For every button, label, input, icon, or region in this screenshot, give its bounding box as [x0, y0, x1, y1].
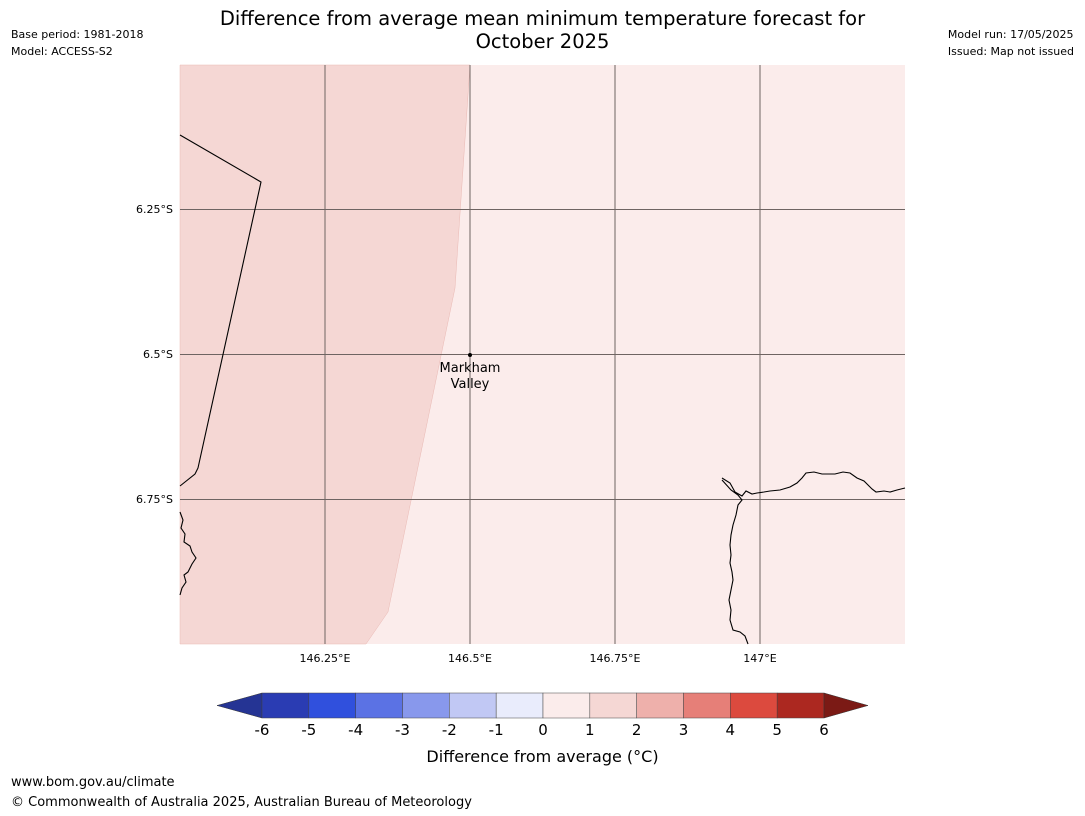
- colorbar-tick-label: -5: [301, 721, 316, 739]
- footer-url: www.bom.gov.au/climate: [11, 775, 175, 790]
- colorbar-swatch: [261, 692, 310, 719]
- coastline-west: [179, 511, 197, 596]
- graticule: [180, 65, 905, 644]
- colorbar-extend-high: [823, 692, 869, 719]
- colorbar-tick-label: -4: [348, 721, 363, 739]
- boundary-lines: [179, 134, 906, 645]
- map-title: Difference from average mean minimum tem…: [180, 7, 905, 53]
- meta-right: Model run: 17/05/2025 Issued: Map not is…: [948, 26, 1074, 60]
- base-period: Base period: 1981-2018: [11, 28, 144, 41]
- model-name: Model: ACCESS-S2: [11, 45, 113, 58]
- colorbar-tick-label: 0: [538, 721, 548, 739]
- place-label-line-1: Markham: [440, 361, 501, 376]
- colorbar-swatch: [495, 692, 544, 719]
- colorbar-tick-label: -6: [255, 721, 270, 739]
- river-line: [721, 479, 749, 645]
- colorbar-tick-label: 1: [585, 721, 595, 739]
- lon-tick-label: 147°E: [743, 652, 776, 665]
- footer-copyright: © Commonwealth of Australia 2025, Austra…: [11, 795, 472, 810]
- lat-tick-label: 6.75°S: [136, 493, 173, 506]
- colorbar-swatch: [776, 692, 825, 719]
- colorbar-tick-label: 2: [632, 721, 642, 739]
- colorbar-tick-label: 6: [819, 721, 829, 739]
- border-line: [179, 134, 262, 487]
- lon-tick-label: 146.5°E: [448, 652, 492, 665]
- title-line-1: Difference from average mean minimum tem…: [219, 7, 866, 30]
- colorbar-tick-label: 3: [679, 721, 689, 739]
- colorbar-swatch: [355, 692, 403, 719]
- colorbar-extend-low: [216, 692, 263, 719]
- place-label-line-2: Valley: [451, 377, 490, 392]
- colorbar-swatch: [636, 692, 684, 719]
- lat-tick-label: 6.5°S: [143, 348, 173, 361]
- colorbar-swatch: [730, 692, 778, 719]
- colorbar: -6 -5 -4 -3 -2 -1 0 1 2 3 4 5 6: [216, 692, 869, 739]
- colorbar-swatch: [308, 692, 356, 719]
- markham-valley-marker: [468, 353, 472, 357]
- lon-tick-label: 146.75°E: [590, 652, 641, 665]
- colorbar-swatch: [683, 692, 731, 719]
- issued-status: Issued: Map not issued: [947, 45, 1074, 58]
- colorbar-tick-label: 5: [772, 721, 782, 739]
- meta-left: Base period: 1981-2018 Model: ACCESS-S2: [11, 26, 143, 60]
- lat-tick-label: 6.25°S: [136, 203, 173, 216]
- model-run: Model run: 17/05/2025: [947, 28, 1074, 41]
- colorbar-tick-label: -3: [395, 721, 410, 739]
- colorbar-swatch: [542, 692, 591, 719]
- lon-tick-label: 146.25°E: [300, 652, 351, 665]
- colorbar-tick-label: 4: [726, 721, 736, 739]
- colorbar-swatch: [449, 692, 497, 719]
- colorbar-tick-label: -1: [489, 721, 504, 739]
- colorbar-swatch: [402, 692, 450, 719]
- colorbar-swatch: [589, 692, 637, 719]
- title-line-2: October 2025: [475, 30, 610, 53]
- coastline-east: [721, 471, 906, 497]
- colorbar-title: Difference from average (°C): [426, 747, 659, 766]
- colorbar-tick-label: -2: [442, 721, 457, 739]
